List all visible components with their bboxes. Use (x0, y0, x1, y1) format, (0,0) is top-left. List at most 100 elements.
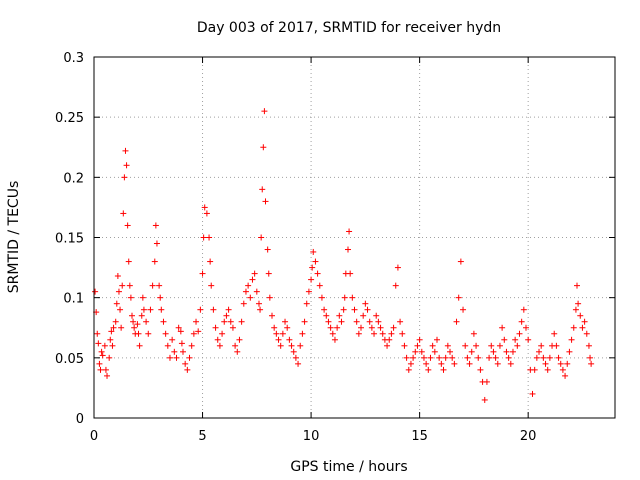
data-point (546, 354, 553, 361)
data-point (247, 294, 254, 301)
data-point (136, 342, 143, 349)
data-point (149, 282, 156, 289)
data-point (173, 354, 180, 361)
data-point (97, 366, 104, 373)
data-point (429, 342, 436, 349)
data-point (533, 354, 540, 361)
data-point (157, 294, 164, 301)
data-point (147, 306, 154, 313)
data-point (232, 342, 239, 349)
data-point (292, 354, 299, 361)
data-point (207, 258, 214, 265)
data-point (551, 330, 558, 337)
data-point (496, 342, 503, 349)
data-point (258, 234, 265, 241)
data-point (423, 360, 430, 367)
data-point (420, 354, 427, 361)
data-point (108, 328, 115, 335)
data-point (490, 348, 497, 355)
data-point (242, 288, 249, 295)
data-point (160, 318, 167, 325)
data-point (245, 282, 252, 289)
data-point (575, 300, 582, 307)
data-point (117, 306, 124, 313)
data-point (95, 340, 102, 347)
data-point (564, 360, 571, 367)
data-point (514, 342, 521, 349)
data-point (269, 312, 276, 319)
data-point (392, 282, 399, 289)
data-point (259, 186, 266, 193)
data-point (347, 270, 354, 277)
data-point (295, 360, 302, 367)
data-point (208, 282, 215, 289)
data-point (171, 348, 178, 355)
data-point (540, 354, 547, 361)
data-point (188, 342, 195, 349)
data-point (162, 330, 169, 337)
data-point (284, 324, 291, 331)
data-point (566, 348, 573, 355)
data-point (164, 342, 171, 349)
data-point (92, 288, 99, 295)
data-point (375, 318, 382, 325)
data-point (334, 324, 341, 331)
data-point (349, 294, 356, 301)
data-point (512, 336, 519, 343)
data-point (438, 360, 445, 367)
data-point (544, 366, 551, 373)
data-point (279, 330, 286, 337)
data-point (122, 147, 129, 154)
data-point (308, 276, 315, 283)
data-point (536, 348, 543, 355)
data-point (373, 312, 380, 319)
data-point (470, 330, 477, 337)
data-point (418, 348, 425, 355)
data-point (143, 318, 150, 325)
data-point (453, 318, 460, 325)
data-point (125, 258, 132, 265)
data-point (507, 360, 514, 367)
data-point (444, 342, 451, 349)
data-point (178, 340, 185, 347)
data-point (407, 360, 414, 367)
data-point (186, 354, 193, 361)
data-point (282, 318, 289, 325)
data-point (362, 300, 369, 307)
data-point (562, 372, 569, 379)
data-point (390, 324, 397, 331)
data-point (197, 306, 204, 313)
data-point (570, 324, 577, 331)
data-point (271, 324, 278, 331)
data-point (120, 210, 127, 217)
data-point (200, 234, 207, 241)
data-point (203, 210, 210, 217)
data-point (110, 324, 117, 331)
x-tick-label: 20 (520, 429, 537, 444)
data-point (384, 342, 391, 349)
data-point (555, 354, 562, 361)
data-point (124, 222, 131, 229)
data-point (214, 336, 221, 343)
data-point (123, 162, 130, 169)
data-point (180, 348, 187, 355)
data-point (520, 306, 527, 313)
data-point (145, 330, 152, 337)
data-point (128, 312, 135, 319)
data-point (509, 348, 516, 355)
x-tick-label: 10 (303, 429, 320, 444)
y-tick-label: 0.15 (55, 232, 84, 247)
data-point (358, 324, 365, 331)
data-point (225, 306, 232, 313)
data-point (303, 300, 310, 307)
data-point (403, 354, 410, 361)
data-point (531, 366, 538, 373)
y-tick-label: 0 (76, 412, 84, 427)
data-point (104, 372, 111, 379)
data-point (442, 354, 449, 361)
data-point (433, 336, 440, 343)
data-point (134, 321, 141, 328)
data-point (492, 354, 499, 361)
data-point (516, 330, 523, 337)
